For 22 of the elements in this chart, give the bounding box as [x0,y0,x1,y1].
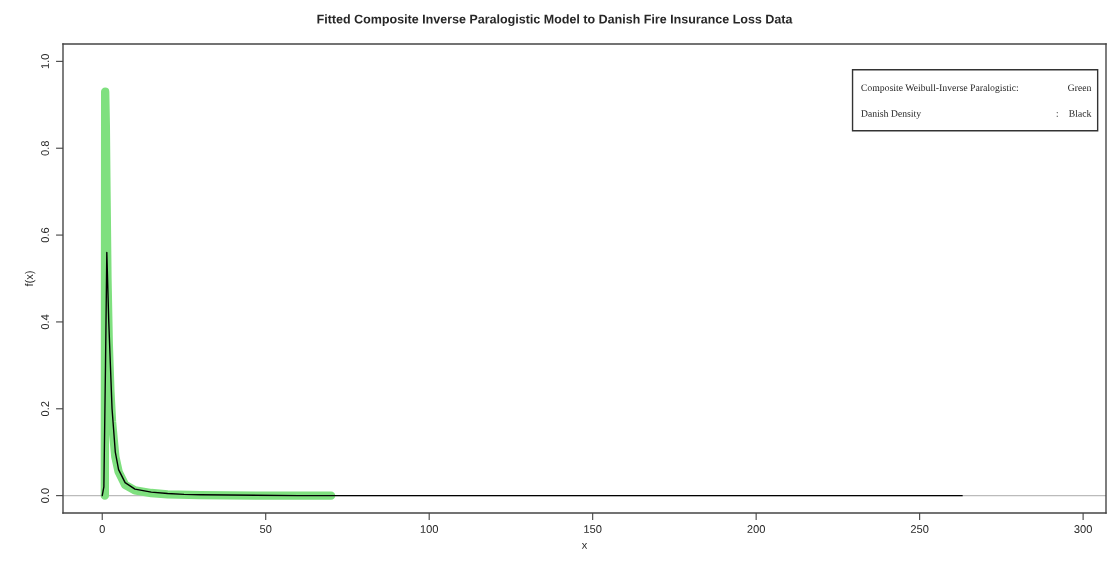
y-axis-title: f(x) [24,271,36,287]
x-tick-label: 50 [259,525,272,533]
y-tick-label: 1.0 [41,54,49,69]
x-tick-label: 250 [910,525,929,533]
x-tick-label: 200 [747,525,765,533]
annotation: Green [1068,84,1092,91]
annotation: Danish Density [861,109,922,119]
x-axis-title: x [581,542,588,549]
y-tick-label: 0.8 [41,140,49,156]
annotation: Black [1069,109,1092,117]
x-tick-label: 100 [420,525,439,533]
annotation: Composite Weibull-Inverse Paralogistic: [861,84,1018,93]
y-tick-label: 0.0 [41,488,49,503]
annotation: : [1056,112,1058,117]
line-series [101,251,963,497]
x-tick-label: 0 [99,525,105,533]
y-tick-label: 0.4 [41,314,49,330]
x-tick-label: 150 [584,525,602,533]
x-tick-label: 300 [1074,525,1092,533]
y-tick-label: 0.6 [41,227,49,243]
chart-title: Fitted Composite Inverse Paralogistic Model to Danish Fire Insurance Loss Data [317,14,793,27]
y-tick-label: 0.2 [41,401,49,417]
